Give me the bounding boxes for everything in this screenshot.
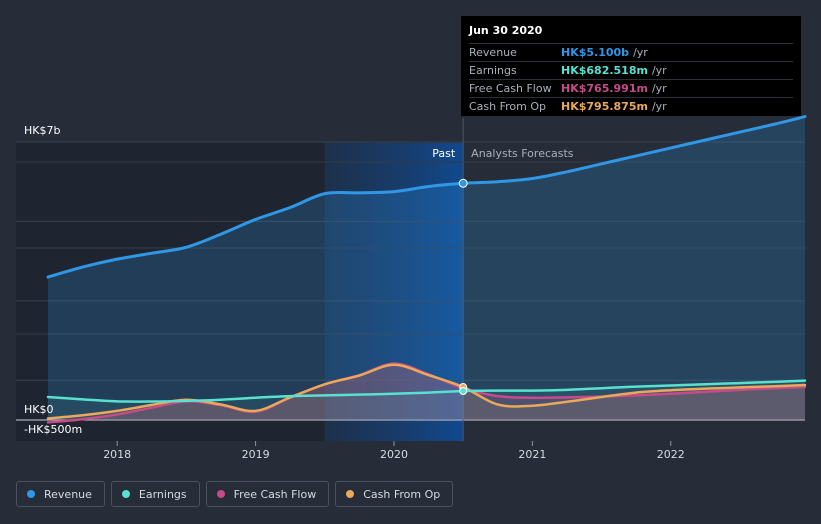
revenue-dot-icon xyxy=(27,490,35,498)
revenue-line xyxy=(46,115,807,279)
chart: HK$7b HK$0 -HK$500m 2018 2019 2020 2021 2022 Pas… xyxy=(16,115,807,461)
revenue-marker xyxy=(458,178,468,188)
y-axis-label: HK$7b xyxy=(24,124,60,137)
cash-from-op-dot-icon xyxy=(346,490,355,498)
tooltip-label: Revenue xyxy=(469,46,517,59)
earnings-dot-icon xyxy=(121,490,130,498)
tooltip: Jun 30 2020 Revenue HK$5.100b /yr Earnin… xyxy=(461,16,801,116)
tooltip-row-cash-from-op: Cash From Op HK$795.875m /yr xyxy=(469,97,793,115)
past-label: Past xyxy=(432,147,456,160)
free-cash-flow-dot-icon xyxy=(216,490,225,498)
legend-item-cash-from-op[interactable]: Cash From Op xyxy=(335,481,454,507)
tooltip-unit: /yr xyxy=(651,64,667,77)
tooltip-date: Jun 30 2020 xyxy=(469,24,543,37)
tooltip-unit: /yr xyxy=(651,82,667,95)
tooltip-value: HK$682.518m xyxy=(561,64,648,77)
tooltip-label: Cash From Op xyxy=(469,100,547,113)
earnings-marker xyxy=(459,387,468,396)
x-tick-label: 2019 xyxy=(242,448,270,461)
x-tick-label: 2018 xyxy=(103,448,131,461)
legend-label: Earnings xyxy=(138,487,187,501)
legend-item-free-cash-flow[interactable]: Free Cash Flow xyxy=(205,481,330,507)
tooltip-value: HK$5.100b xyxy=(561,46,630,59)
legend-label: Revenue xyxy=(44,487,92,501)
tooltip-value: HK$765.991m xyxy=(561,82,648,95)
tooltip-unit: /yr xyxy=(651,100,667,113)
legend-label: Free Cash Flow xyxy=(233,487,317,501)
revenue-area xyxy=(48,116,805,420)
tooltip-row-earnings: Earnings HK$682.518m /yr xyxy=(469,61,793,79)
y-axis-label: HK$0 xyxy=(24,403,53,416)
earnings-line xyxy=(46,379,807,403)
legend-label: Cash From Op xyxy=(363,487,441,501)
y-axis-label: -HK$500m xyxy=(24,423,82,436)
legend-item-revenue[interactable]: Revenue xyxy=(16,481,105,507)
legend-item-earnings[interactable]: Earnings xyxy=(110,481,200,507)
forecast-label: Analysts Forecasts xyxy=(471,147,574,160)
tooltip-row-free-cash-flow: Free Cash Flow HK$765.991m /yr xyxy=(469,79,793,97)
legend: Revenue Earnings Free Cash Flow Cash Fro… xyxy=(16,481,454,507)
x-tick-label: 2022 xyxy=(657,448,685,461)
x-tick-label: 2021 xyxy=(518,448,546,461)
tooltip-value: HK$795.875m xyxy=(561,100,648,113)
tooltip-unit: /yr xyxy=(633,46,648,59)
tooltip-label: Free Cash Flow xyxy=(469,82,552,95)
tooltip-row-revenue: Revenue HK$5.100b /yr xyxy=(469,43,793,61)
tooltip-label: Earnings xyxy=(469,64,517,77)
x-tick-label: 2020 xyxy=(380,448,408,461)
